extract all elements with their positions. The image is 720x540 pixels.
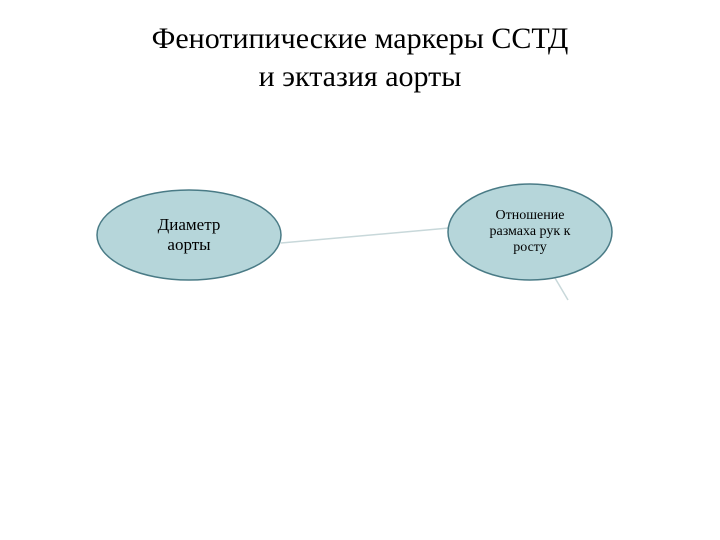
node-label-text-right: Отношениеразмаха рук кросту xyxy=(482,204,579,260)
node-label-left: Диаметраорты xyxy=(97,190,281,280)
edge-right-stub xyxy=(555,278,568,300)
node-label-text-left: Диаметраорты xyxy=(150,211,229,259)
node-label-right: Отношениеразмаха рук кросту xyxy=(448,184,612,280)
edge-left-right xyxy=(281,228,449,243)
